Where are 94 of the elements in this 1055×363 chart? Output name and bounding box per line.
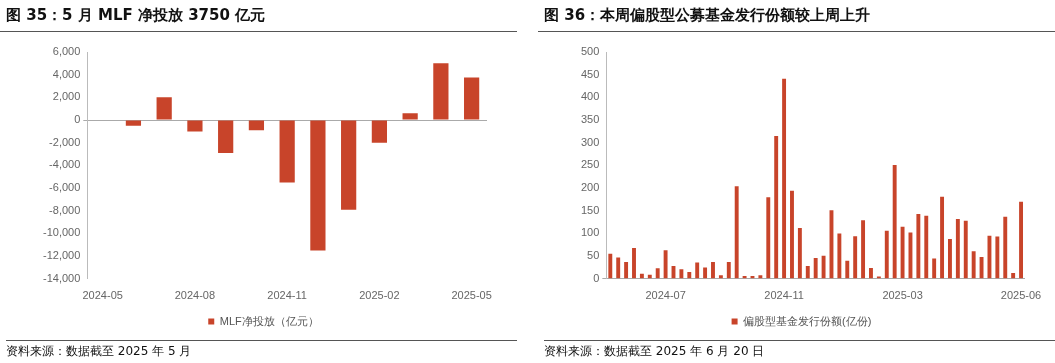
bar bbox=[837, 233, 842, 279]
bar bbox=[924, 215, 929, 279]
bar bbox=[718, 275, 723, 279]
x-tick-label: 2024-05 bbox=[82, 289, 123, 302]
y-tick-label: 6,000 bbox=[52, 45, 81, 58]
bar bbox=[916, 213, 921, 279]
y-tick-label: 50 bbox=[587, 249, 600, 262]
bar bbox=[402, 113, 418, 120]
bar bbox=[687, 272, 692, 279]
bar bbox=[979, 257, 984, 279]
bar bbox=[624, 262, 629, 279]
x-tick-label: 2024-07 bbox=[645, 289, 686, 302]
chart-title: 图 35：5 月 MLF 净投放 3750 亿元 bbox=[0, 0, 517, 32]
y-tick-label: -4,000 bbox=[49, 158, 81, 171]
y-tick-label: 2,000 bbox=[52, 90, 81, 103]
bar bbox=[797, 228, 802, 279]
bar bbox=[734, 186, 739, 279]
bar bbox=[892, 164, 897, 279]
bar bbox=[790, 190, 794, 279]
bar bbox=[608, 253, 613, 279]
chart-title: 图 36：本周偏股型公募基金发行份额较上周上升 bbox=[538, 0, 1055, 32]
bar bbox=[726, 262, 731, 279]
y-tick-label: 350 bbox=[580, 113, 600, 126]
bar bbox=[341, 120, 357, 210]
x-tick-label: 2024-11 bbox=[267, 289, 307, 302]
y-tick-label: 400 bbox=[580, 90, 600, 103]
bar bbox=[932, 258, 937, 279]
bar bbox=[782, 78, 787, 279]
y-tick-label: -8,000 bbox=[49, 203, 81, 216]
bar bbox=[218, 120, 234, 153]
bar bbox=[279, 120, 295, 183]
y-tick-label: 100 bbox=[580, 226, 600, 239]
bar bbox=[711, 262, 715, 279]
y-tick-label: 0 bbox=[74, 113, 81, 126]
y-tick-label: 200 bbox=[580, 181, 600, 194]
bar bbox=[187, 120, 203, 132]
bar bbox=[758, 275, 763, 279]
y-tick-label: -12,000 bbox=[43, 249, 81, 262]
y-tick-label: 450 bbox=[580, 67, 600, 80]
bar bbox=[861, 220, 866, 279]
x-tick-label: 2024-08 bbox=[174, 289, 216, 302]
y-tick-label: -14,000 bbox=[43, 271, 81, 284]
legend-label: 偏股型基金发行份额(亿份) bbox=[743, 314, 872, 327]
legend-label: MLF净投放（亿元） bbox=[219, 314, 319, 327]
y-tick-label: 250 bbox=[580, 158, 600, 171]
bar bbox=[971, 251, 976, 279]
bar bbox=[1011, 272, 1016, 279]
bar bbox=[655, 268, 660, 279]
x-tick-label: 2025-02 bbox=[359, 289, 400, 302]
bar bbox=[774, 135, 779, 279]
y-tick-label: 4,000 bbox=[52, 67, 81, 80]
y-tick-label: -10,000 bbox=[43, 226, 81, 239]
bar bbox=[963, 220, 968, 279]
bar bbox=[955, 218, 960, 279]
x-tick-label: 2025-05 bbox=[451, 289, 492, 302]
bar bbox=[616, 257, 621, 279]
bar bbox=[695, 262, 700, 279]
bar bbox=[805, 266, 810, 279]
y-tick-label: 500 bbox=[580, 45, 600, 58]
bar bbox=[248, 120, 265, 131]
bar bbox=[853, 236, 858, 279]
bar bbox=[310, 120, 326, 251]
y-tick-label: -2,000 bbox=[49, 135, 81, 148]
bar bbox=[125, 120, 142, 126]
bar bbox=[679, 269, 684, 279]
bar bbox=[433, 63, 449, 120]
bar bbox=[948, 238, 952, 279]
bar bbox=[987, 235, 992, 279]
bar bbox=[766, 197, 771, 279]
bar bbox=[156, 97, 172, 120]
bar bbox=[821, 255, 826, 279]
bar bbox=[884, 230, 889, 279]
bar bbox=[371, 120, 387, 143]
x-tick-label: 2024-11 bbox=[764, 289, 804, 302]
bar bbox=[1003, 216, 1008, 279]
bar bbox=[813, 257, 818, 279]
text: 资料来源：数据截至 2025 年 6 月 20 日 bbox=[544, 340, 1055, 360]
bar bbox=[900, 226, 905, 279]
bar bbox=[995, 236, 1000, 279]
bar bbox=[1019, 201, 1024, 279]
bar bbox=[663, 250, 668, 279]
bar bbox=[464, 77, 480, 120]
x-tick-label: 2025-06 bbox=[1000, 289, 1042, 302]
y-tick-label: 300 bbox=[580, 135, 600, 148]
text: 资料来源：数据截至 2025 年 5 月 bbox=[6, 340, 517, 360]
y-tick-label: -6,000 bbox=[49, 181, 81, 194]
bar bbox=[845, 260, 850, 279]
bar bbox=[632, 247, 636, 279]
bar bbox=[869, 267, 873, 279]
x-tick-label: 2025-03 bbox=[882, 289, 923, 302]
y-tick-label: 0 bbox=[593, 271, 600, 284]
bar bbox=[940, 196, 945, 279]
bar bbox=[703, 267, 708, 279]
y-tick-label: 150 bbox=[580, 203, 600, 216]
